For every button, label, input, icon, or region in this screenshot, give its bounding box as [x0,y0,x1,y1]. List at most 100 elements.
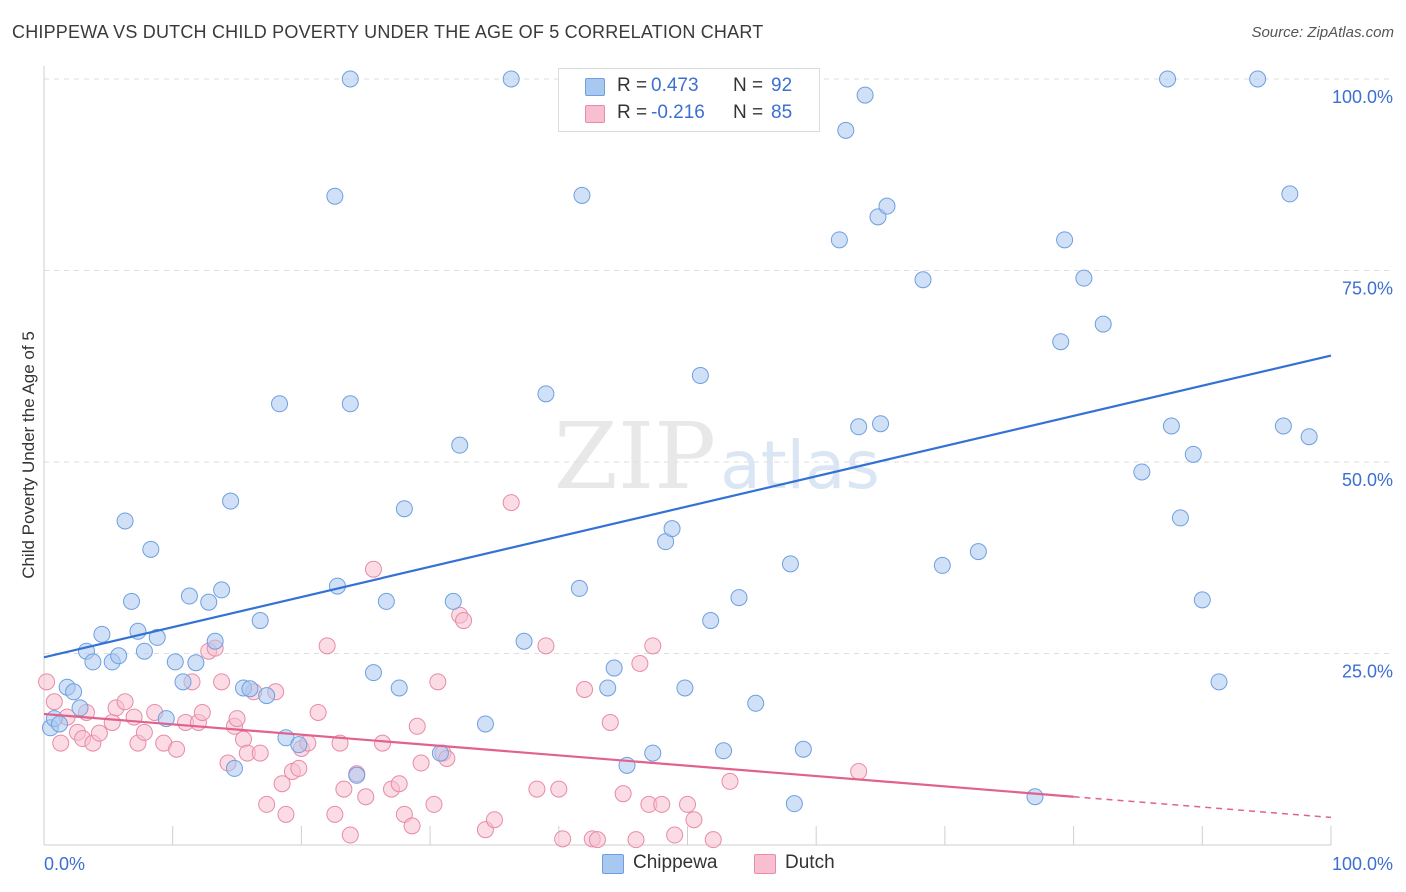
chippewa-point [663,520,681,538]
chippewa-trend-line [43,354,1332,659]
dutch-point [335,780,353,798]
y-axis-title: Child Poverty Under the Age of 5 [19,331,38,579]
dutch-point [103,713,121,731]
chippewa-point [142,540,160,558]
dutch-point [528,780,546,798]
chippewa-point [84,653,102,671]
chippewa-point [166,653,184,671]
chippewa-point [1281,185,1299,203]
chippewa-point [730,589,748,607]
dutch-point [704,831,722,849]
chippewa-point [116,512,134,530]
chippewa-point [213,581,231,599]
chippewa-point [781,555,799,573]
dutch-point [373,734,391,752]
dutch-point [601,713,619,731]
chippewa-point [878,197,896,215]
chippewa-point [1026,788,1044,806]
dutch-point [502,494,520,512]
dutch-point [403,817,421,835]
dutch-point [357,788,375,806]
dutch-point [45,693,63,711]
chippewa-point [65,683,83,701]
chippewa-point [1184,445,1202,463]
dutch-point [277,805,295,823]
chippewa-point [515,632,533,650]
chippewa-point [222,492,240,510]
chippewa-point [1249,70,1267,88]
dutch-point [429,673,447,691]
dutch-point [685,811,703,829]
chippewa-point [180,587,198,605]
chippewa-point [348,766,366,784]
dutch-r-value: -0.216 [651,102,705,123]
chippewa-point [715,742,733,760]
chippewa-point [830,231,848,249]
chippewa-n-label: N = [733,75,764,96]
watermark-atlas: atlas [720,427,880,504]
chippewa-point [1193,591,1211,609]
chippewa-point [476,715,494,733]
chippewa-n-value: 92 [771,75,793,96]
chippewa-point [341,70,359,88]
dutch-point [412,754,430,772]
source-label: Source: ZipAtlas.com [1251,24,1394,41]
dutch-swatch [585,105,605,123]
dutch-point [290,759,308,777]
dutch-point [425,795,443,813]
chippewa-point [1162,417,1180,435]
dutch-point [554,830,572,848]
chippewa-point [570,579,588,597]
chippewa-point [1094,315,1112,333]
dutch-point [213,673,231,691]
chippewa-point [856,86,874,104]
chippewa-point [914,271,932,289]
dutch-point [168,740,186,758]
chippewa-point [326,187,344,205]
chippewa-point [502,70,520,88]
chippewa-point [225,759,243,777]
dutch-point [341,826,359,844]
chippewa-point [206,632,224,650]
dutch-point [309,703,327,721]
dutch-trend-line-extension [1073,795,1332,819]
dutch-point [653,795,671,813]
chippewa-point [187,654,205,672]
chippewa-point [702,612,720,630]
chippewa-point [872,415,890,433]
dutch-point [485,811,503,829]
chippewa-point [71,699,89,717]
chippewa-point [691,366,709,384]
dutch-point [576,681,594,699]
chippewa-point [537,385,555,403]
bottom-dutch-swatch [754,854,776,874]
chippewa-point [785,795,803,813]
watermark-zip: ZIP [554,403,716,510]
dutch-point [614,785,632,803]
chippewa-point [444,592,462,610]
chippewa-point [451,436,469,454]
dutch-trend-line [43,712,1074,798]
dutch-point [408,717,426,735]
dutch-point [273,775,291,793]
bottom-chippewa-label: Chippewa [633,852,718,873]
chippewa-point [599,679,617,697]
chippewa-point [174,673,192,691]
chippewa-point [364,664,382,682]
chippewa-point [341,395,359,413]
dutch-point [52,734,70,752]
chippewa-point [258,687,276,705]
y-tick-label: 25.0% [1342,662,1393,682]
chippewa-point [850,418,868,436]
dutch-point [850,762,868,780]
dutch-point [326,805,344,823]
chippewa-point [390,679,408,697]
chippewa-point [135,642,153,660]
chippewa-point [794,740,812,758]
chart-title: CHIPPEWA VS DUTCH CHILD POVERTY UNDER TH… [12,22,764,42]
x-tick-label: 100.0% [1332,854,1393,874]
bottom-chippewa-swatch [602,854,624,874]
dutch-r-label: R = [617,102,648,123]
dutch-point [251,744,269,762]
